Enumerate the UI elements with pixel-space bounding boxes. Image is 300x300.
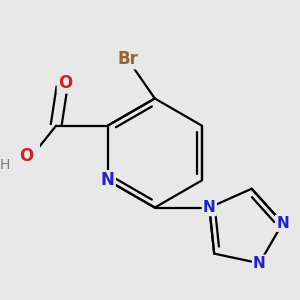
Text: H: H — [0, 158, 10, 172]
Text: O: O — [19, 147, 33, 165]
Text: N: N — [253, 256, 266, 271]
Text: O: O — [58, 74, 72, 92]
Text: Br: Br — [117, 50, 138, 68]
Text: N: N — [203, 200, 216, 215]
Text: N: N — [100, 171, 115, 189]
Text: N: N — [276, 216, 289, 231]
